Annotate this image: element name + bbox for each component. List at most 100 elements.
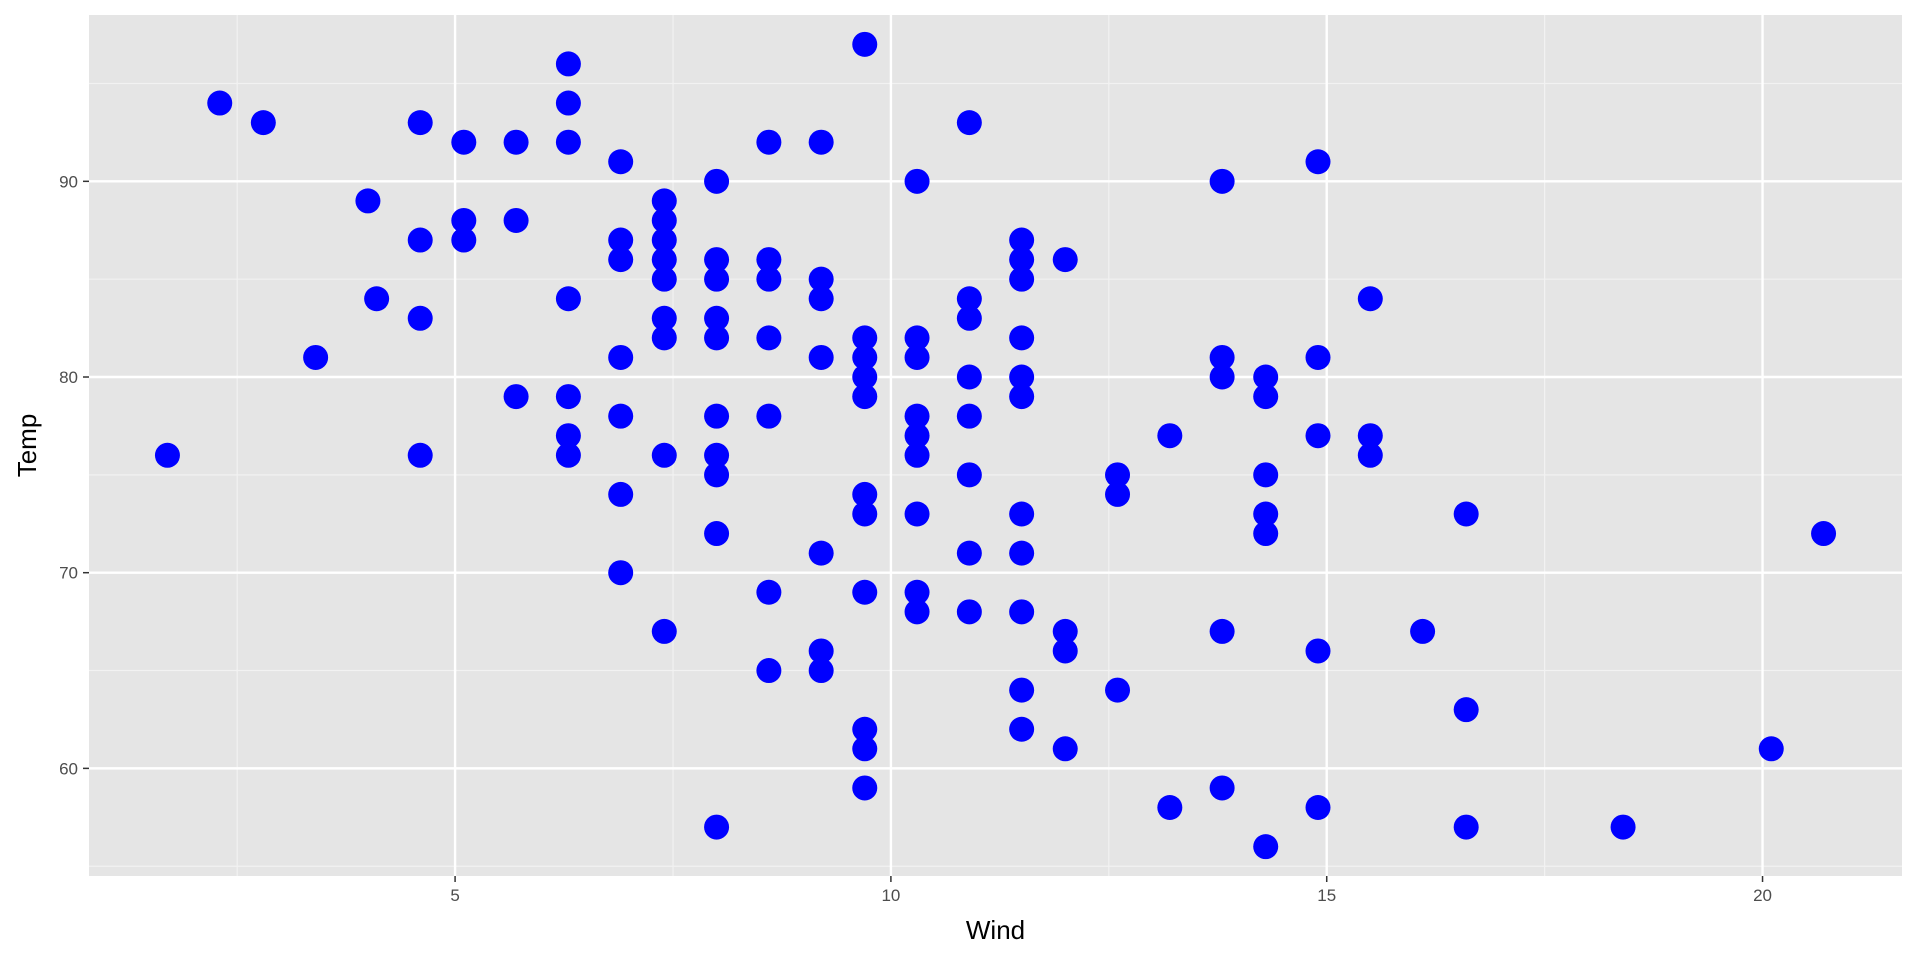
data-point — [956, 286, 982, 312]
data-point — [904, 442, 930, 468]
data-point — [451, 207, 477, 233]
data-point — [852, 775, 878, 801]
y-tick-label: 90 — [59, 172, 78, 191]
data-point — [904, 423, 930, 449]
data-point — [704, 814, 730, 840]
data-point — [1357, 286, 1383, 312]
data-point — [1610, 814, 1636, 840]
x-tick-label: 15 — [1317, 886, 1336, 905]
data-point — [756, 266, 782, 292]
data-point — [904, 501, 930, 527]
data-point — [651, 325, 677, 351]
data-point — [756, 658, 782, 684]
data-point — [904, 168, 930, 194]
data-point — [407, 110, 433, 136]
data-point — [407, 305, 433, 331]
data-point — [608, 247, 634, 273]
data-point — [704, 325, 730, 351]
data-point — [1209, 344, 1235, 370]
data-point — [555, 442, 581, 468]
y-axis-title: Temp — [12, 414, 42, 478]
x-tick-label: 20 — [1753, 886, 1772, 905]
data-point — [1009, 227, 1035, 253]
data-point — [1009, 677, 1035, 703]
data-point — [1052, 736, 1078, 762]
data-point — [1209, 775, 1235, 801]
x-axis: 5 10 15 20 — [450, 876, 1772, 905]
data-point — [1157, 795, 1183, 821]
data-point — [1305, 423, 1331, 449]
data-point — [956, 540, 982, 566]
data-point — [1305, 149, 1331, 175]
data-point — [852, 579, 878, 605]
data-point — [608, 344, 634, 370]
data-point — [904, 599, 930, 625]
data-point — [904, 325, 930, 351]
data-point — [1305, 638, 1331, 664]
data-point — [355, 188, 381, 214]
data-point — [555, 129, 581, 155]
data-point — [756, 129, 782, 155]
data-point — [364, 286, 390, 312]
data-point — [1410, 618, 1436, 644]
data-point — [808, 658, 834, 684]
data-point — [904, 579, 930, 605]
data-point — [1009, 325, 1035, 351]
data-point — [1253, 384, 1279, 410]
data-point — [852, 501, 878, 527]
data-point — [651, 305, 677, 331]
data-point — [1009, 364, 1035, 390]
data-point — [1453, 697, 1479, 723]
data-point — [808, 638, 834, 664]
data-point — [808, 344, 834, 370]
data-point — [503, 207, 529, 233]
plot-panel — [89, 15, 1902, 876]
data-point — [956, 599, 982, 625]
data-point — [608, 403, 634, 429]
data-point — [852, 481, 878, 507]
data-point — [651, 442, 677, 468]
data-point — [756, 247, 782, 273]
data-point — [904, 403, 930, 429]
data-point — [407, 442, 433, 468]
data-point — [154, 442, 180, 468]
data-point — [407, 227, 433, 253]
data-point — [852, 384, 878, 410]
data-point — [1253, 364, 1279, 390]
data-point — [852, 325, 878, 351]
data-point — [207, 90, 233, 116]
data-point — [1209, 618, 1235, 644]
data-point — [704, 266, 730, 292]
data-point — [1305, 795, 1331, 821]
y-tick-label: 60 — [59, 759, 78, 778]
y-axis: 60 70 80 90 — [59, 172, 89, 778]
data-point — [704, 305, 730, 331]
x-tick-label: 5 — [450, 886, 459, 905]
data-point — [1209, 168, 1235, 194]
data-point — [1811, 521, 1837, 547]
data-point — [1253, 501, 1279, 527]
data-point — [651, 188, 677, 214]
data-point — [1009, 599, 1035, 625]
data-point — [1758, 736, 1784, 762]
data-point — [704, 462, 730, 488]
data-point — [704, 247, 730, 273]
data-point — [1357, 442, 1383, 468]
data-point — [1009, 540, 1035, 566]
data-point — [1009, 266, 1035, 292]
data-point — [555, 90, 581, 116]
data-point — [704, 168, 730, 194]
data-point — [451, 129, 477, 155]
data-point — [808, 129, 834, 155]
data-point — [1253, 521, 1279, 547]
data-point — [555, 384, 581, 410]
x-axis-title: Wind — [966, 915, 1025, 945]
data-point — [808, 286, 834, 312]
data-point — [1052, 638, 1078, 664]
data-point — [808, 540, 834, 566]
data-point — [956, 403, 982, 429]
data-point — [704, 403, 730, 429]
data-point — [852, 736, 878, 762]
data-point — [852, 364, 878, 390]
